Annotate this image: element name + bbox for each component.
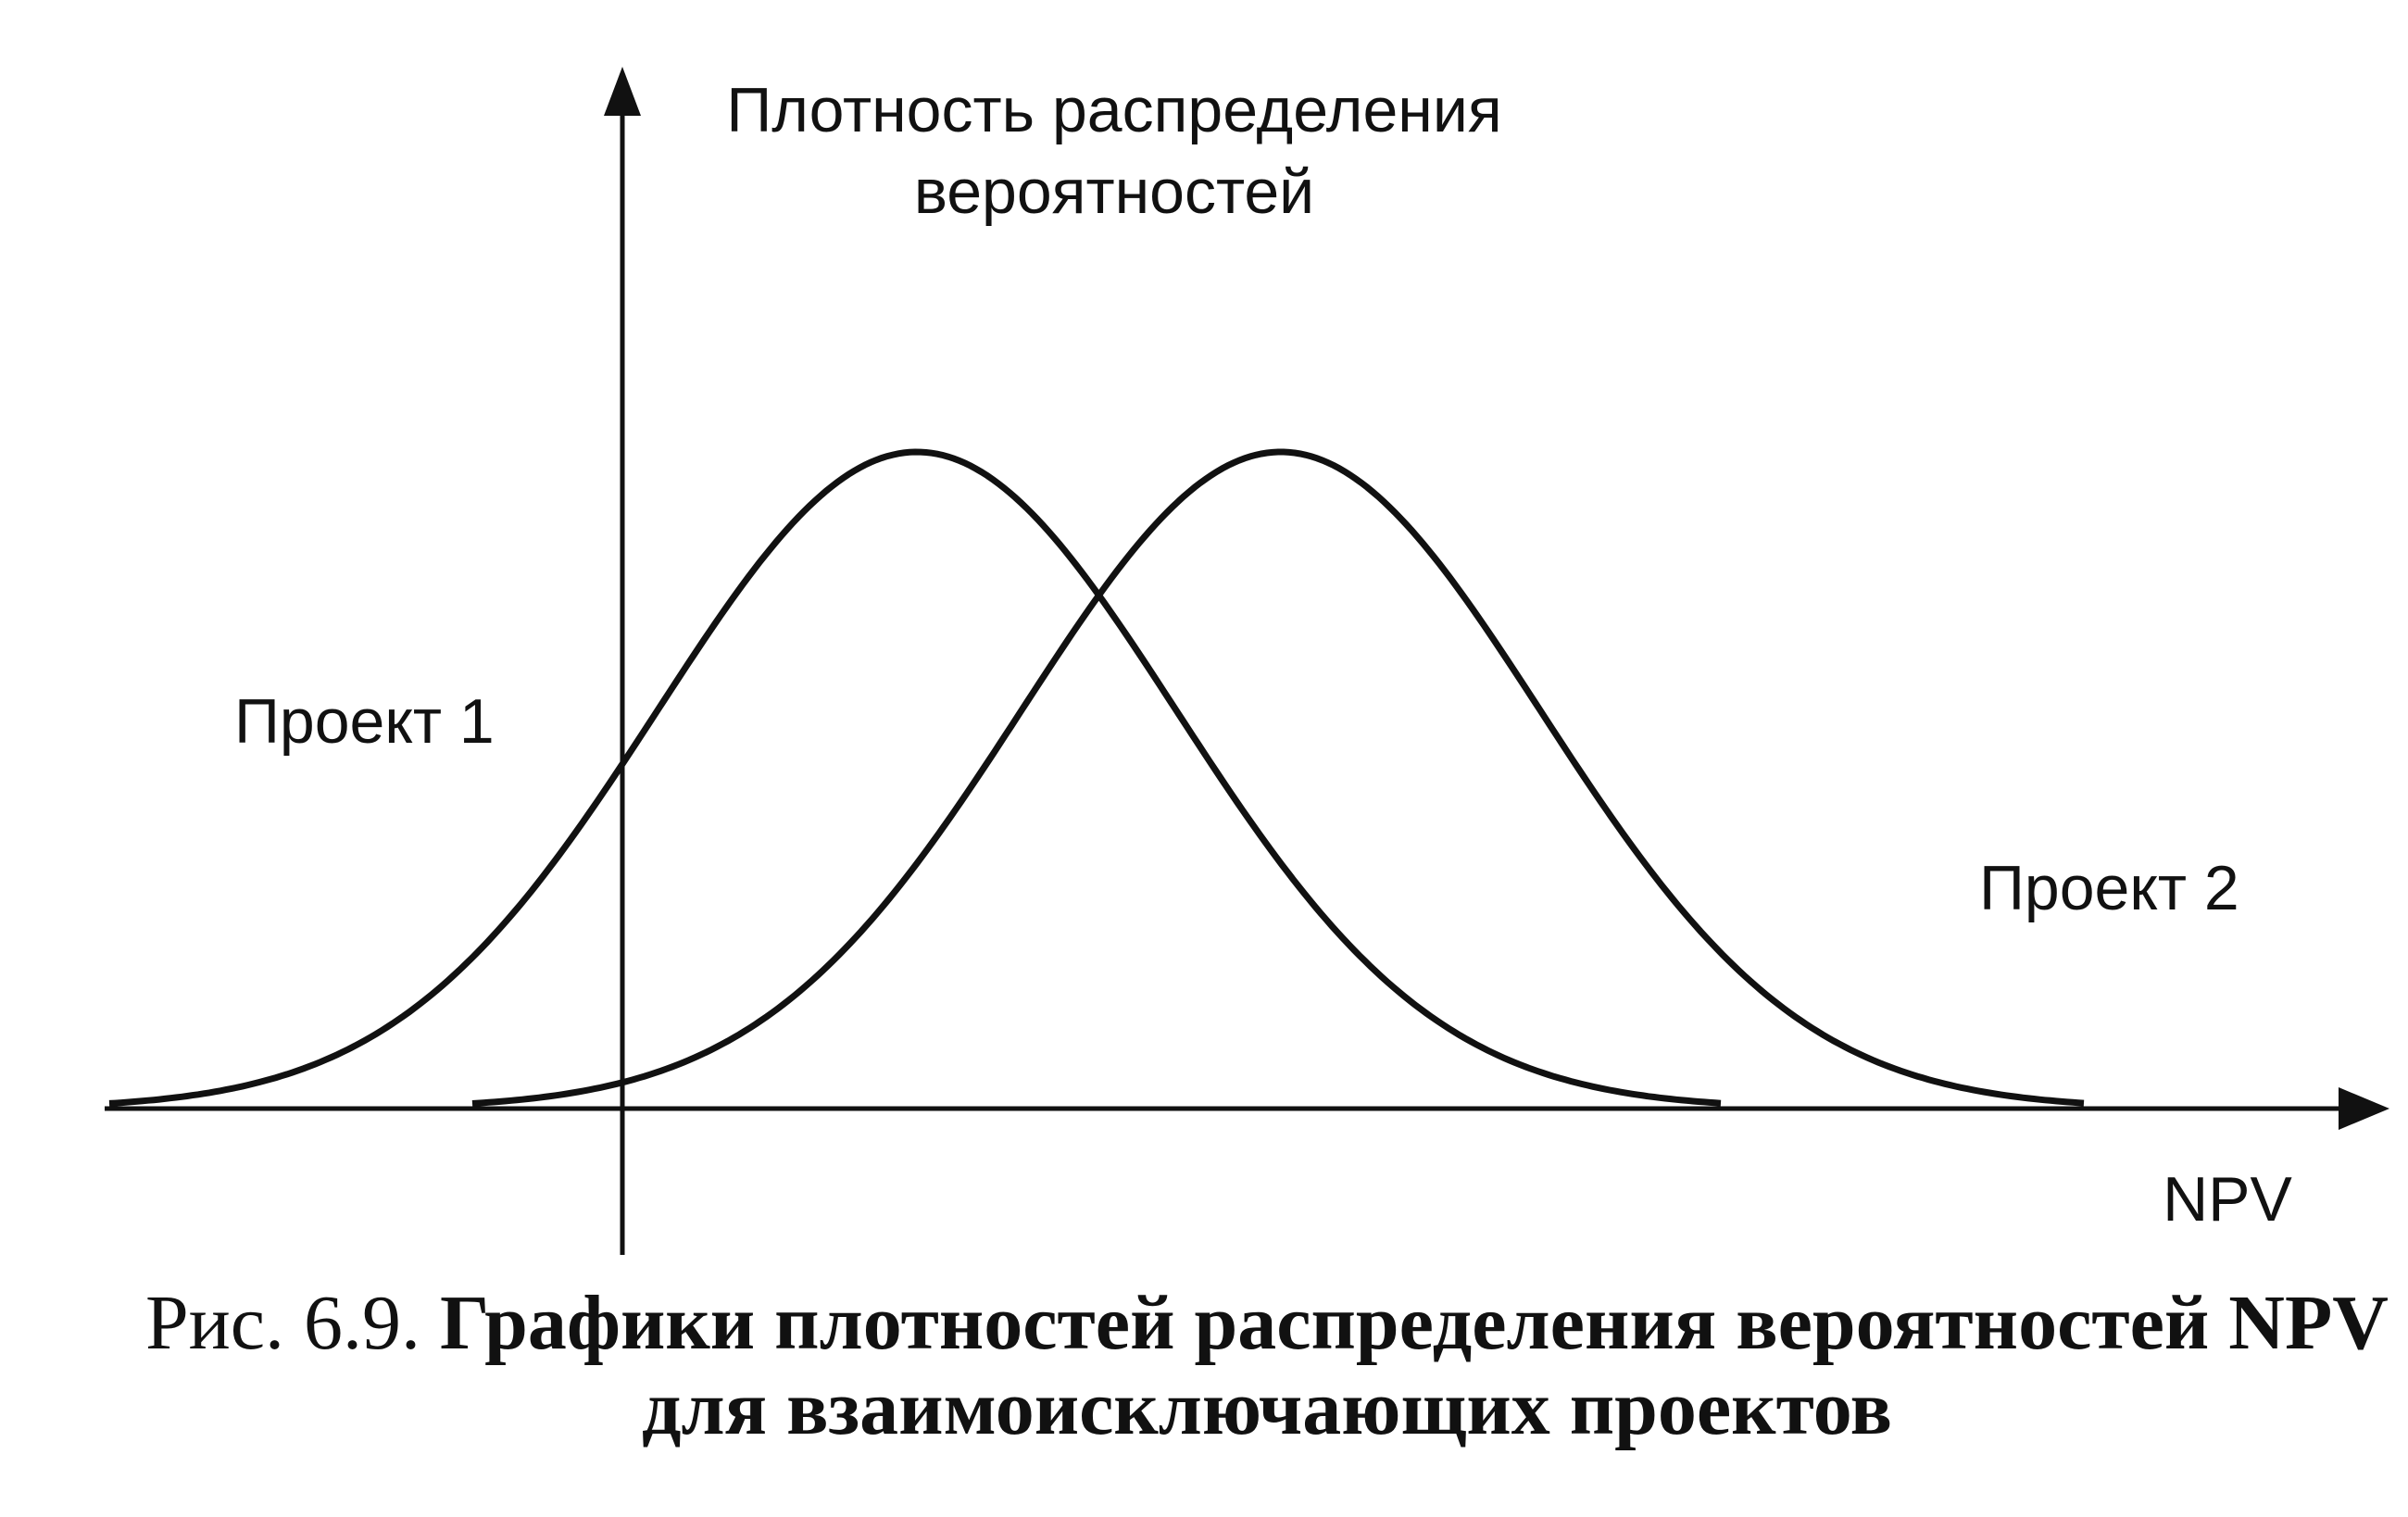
caption-title: Графики плотностей распределения вероятн… [440, 1280, 2389, 1366]
y-axis-label: вероятностей [914, 157, 1314, 227]
caption-number: Рис. 6.9. [145, 1280, 420, 1366]
x-axis-label: NPV [2163, 1164, 2292, 1235]
project1-curve [108, 448, 1722, 1107]
y-axis-arrow [604, 67, 641, 116]
caption-title: для взаимоисключающих проектов [642, 1365, 1892, 1451]
x-axis-arrow [2339, 1087, 2389, 1130]
y-axis-label: Плотность распределения [726, 75, 1501, 145]
caption: Рис. 6.9. Графики плотностей распределен… [145, 1280, 2389, 1366]
curve-label: Проект 2 [1979, 853, 2239, 923]
project2-curve [471, 448, 2085, 1107]
curve-label: Проект 1 [234, 686, 495, 757]
